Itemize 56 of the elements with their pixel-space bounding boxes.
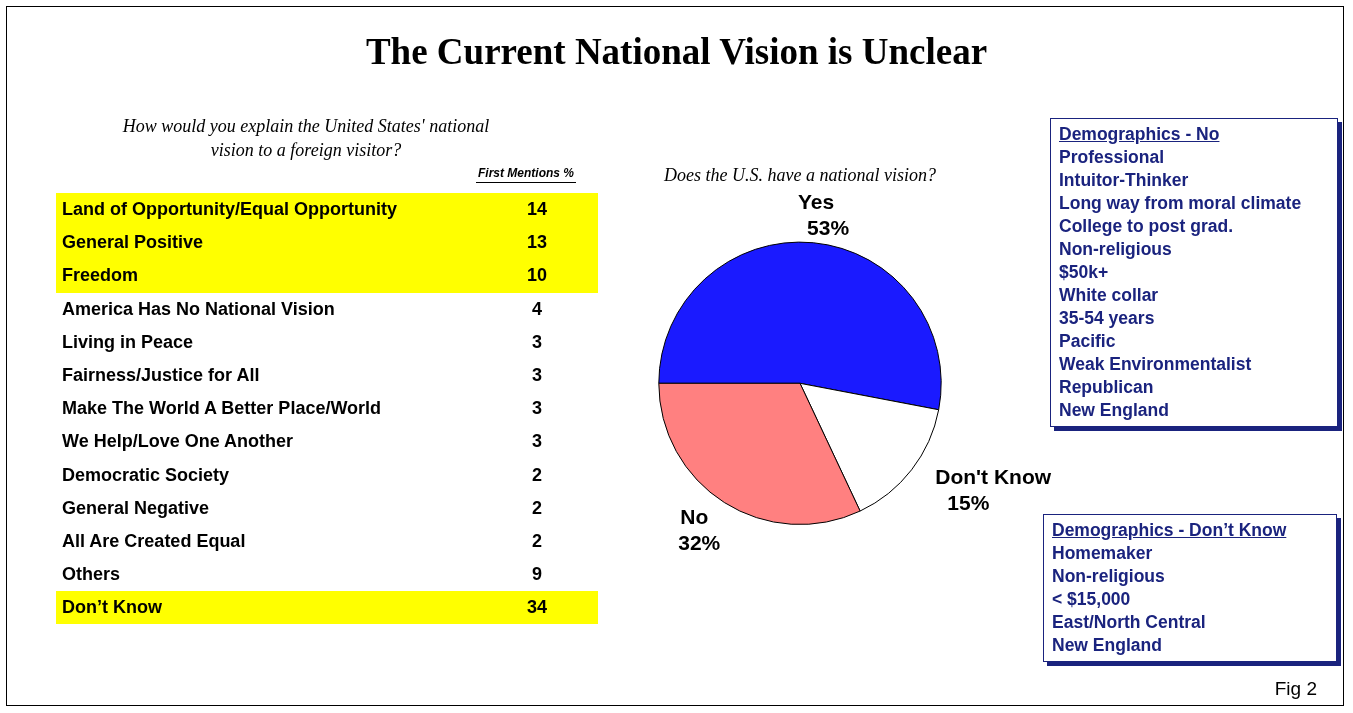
data-label: 13: [526, 232, 548, 254]
text: New England: [1052, 634, 1163, 657]
data-label: 2: [531, 530, 543, 552]
text: 35-54 years: [1059, 307, 1156, 330]
category-label: Make The World A Better Place/World: [61, 398, 383, 420]
data-label: 15%: [947, 491, 990, 515]
slice-label: No: [680, 504, 709, 528]
text: College to post grad.: [1059, 215, 1235, 238]
text: Demographics - Don’t Know: [1052, 519, 1288, 542]
text: Intuitor-Thinker: [1059, 169, 1190, 192]
category-label: Land of Opportunity/Equal Opportunity: [61, 199, 398, 221]
category-label: We Help/Love One Another: [61, 431, 295, 453]
category-label: Democratic Society: [61, 464, 231, 486]
chart-title: Does the U.S. have a national vision?: [663, 164, 936, 185]
category-label: All Are Created Equal: [61, 530, 247, 552]
data-label: 4: [531, 298, 543, 320]
data-label: 3: [531, 398, 543, 420]
text: The Current National Vision is Unclear: [364, 30, 989, 73]
text: Non-religious: [1059, 238, 1173, 261]
category-label: Living in Peace: [61, 331, 195, 353]
text: New England: [1059, 399, 1170, 422]
text: Professional: [1059, 146, 1166, 169]
data-label: 2: [531, 464, 543, 486]
text: Pacific: [1059, 330, 1117, 353]
text: Long way from moral climate: [1059, 192, 1303, 215]
data-label: 3: [531, 331, 543, 353]
text: Weak Environmentalist: [1059, 353, 1253, 376]
category-label: General Negative: [61, 497, 211, 519]
text: Non-religious: [1052, 565, 1166, 588]
text: Republican: [1059, 376, 1155, 399]
data-label: 3: [531, 431, 543, 453]
slice-label: Don't Know: [935, 465, 1052, 489]
caption: Fig 2: [1274, 678, 1317, 700]
data-label: 34: [526, 597, 548, 619]
slice-label: Yes: [798, 189, 835, 213]
data-label: 2: [531, 497, 543, 519]
category-label: Others: [61, 564, 122, 586]
data-label: 9: [531, 564, 543, 586]
data-label: 10: [526, 265, 548, 287]
data-label: 14: [526, 199, 548, 221]
text: How would you explain the United States' national vision to a foreign visitor?: [121, 115, 491, 162]
text: White collar: [1059, 284, 1160, 307]
category-label: America Has No National Vision: [61, 298, 336, 320]
data-label: 32%: [678, 530, 721, 554]
data-label: 53%: [807, 215, 850, 239]
text: Demographics - No: [1059, 123, 1221, 146]
text: First Mentions %: [476, 166, 576, 183]
category-label: General Positive: [61, 232, 205, 254]
text: < $15,000: [1052, 588, 1132, 611]
text: East/North Central: [1052, 611, 1207, 634]
category-label: Fairness/Justice for All: [61, 365, 261, 387]
category-label: Don’t Know: [61, 597, 163, 619]
data-label: 3: [531, 365, 543, 387]
category-label: Freedom: [61, 265, 140, 287]
text: $50k+: [1059, 261, 1110, 284]
text: Homemaker: [1052, 542, 1154, 565]
